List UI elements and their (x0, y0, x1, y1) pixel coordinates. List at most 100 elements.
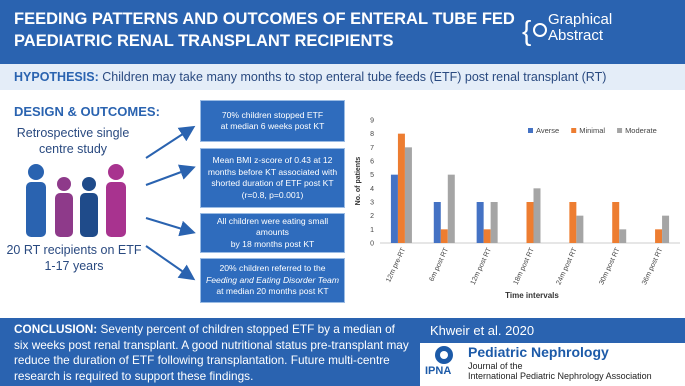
bar (655, 229, 663, 243)
outcome-box: 70% children stopped ETF at median 6 week… (200, 100, 345, 142)
bar (569, 202, 577, 243)
header-band (0, 0, 685, 64)
study: Retrospective single centre study (8, 125, 138, 157)
study-line: Retrospective single (16, 126, 130, 140)
chart: No. of patients Time intervals 0 1 2 3 4 5 6 7 8… (355, 118, 680, 300)
x-axis-label: Time intervals (505, 291, 559, 300)
bar (390, 174, 398, 243)
bar (662, 215, 670, 243)
study-line: centre study (38, 142, 108, 156)
cohort: 20 RT recipients on ETF 1-17 years (4, 242, 144, 274)
people-icon (26, 164, 126, 237)
bar (612, 202, 620, 243)
outcome-line: Mean BMI z-score of 0.43 at 12 (212, 155, 333, 165)
outcome-line: (r=0.8, p=0.001) (241, 189, 304, 200)
hypothesis-text: Children may take many months to stop en… (102, 70, 607, 84)
cohort-line: 20 RT recipients on ETF (6, 243, 142, 257)
design-label: DESIGN & OUTCOMES: (14, 104, 160, 119)
conclusion: CONCLUSION: Seventy percent of children … (0, 318, 420, 386)
y-tick-label: 4 (370, 186, 374, 193)
citation: Khweir et al. 2020 (420, 318, 685, 343)
outcome-line: at median 6 weeks post KT (220, 121, 325, 131)
person (55, 177, 73, 237)
bar (576, 215, 584, 243)
y-tick-label: 1 (370, 227, 374, 234)
outcome-line: shorted duration of ETF post KT (211, 178, 334, 188)
hypothesis-label: HYPOTHESIS: (14, 70, 99, 84)
y-tick-label: 7 (370, 145, 374, 152)
journal-logo (435, 346, 453, 364)
legend-label: Moderate (625, 126, 657, 135)
arrow (145, 164, 196, 186)
y-tick-label: 5 (370, 172, 374, 179)
y-tick-label: 8 (370, 131, 374, 138)
outcome-box: All children were eating small amounts by … (200, 213, 345, 253)
title-line: FEEDING PATTERNS AND OUTCOMES OF ENTERAL… (14, 10, 515, 28)
legend-swatch (528, 128, 533, 133)
outcome-line: at median 20 months post KT (216, 286, 329, 297)
bar (397, 133, 405, 243)
bar (526, 202, 534, 243)
bar (533, 188, 541, 243)
outcome-line: by 18 months post KT (230, 238, 315, 249)
y-tick-label: 9 (370, 118, 374, 125)
arrow (145, 245, 196, 281)
y-tick-label: 0 (370, 241, 374, 248)
outcome-line: 20% children referred to the (219, 263, 326, 274)
person (80, 177, 98, 237)
y-tick-label: 6 (370, 159, 374, 166)
outcome-line: Feeding and Eating Disorder Team (206, 274, 339, 285)
title-line: PAEDIATRIC RENAL TRANSPLANT RECIPIENTS (14, 32, 394, 50)
x-tick-label: 18m post RT (513, 246, 537, 286)
title: FEEDING PATTERNS AND OUTCOMES OF ENTERAL… (14, 8, 515, 52)
arrow (145, 217, 196, 237)
journal-name: Pediatric Nephrology (468, 344, 609, 360)
logo-circle (533, 23, 547, 37)
arrows (145, 125, 196, 281)
journal-subtitle: Journal of the International Pediatric N… (468, 361, 652, 381)
journal-acronym: IPNA (425, 365, 452, 377)
bar (476, 202, 484, 243)
conclusion-label: CONCLUSION: (14, 322, 98, 336)
x-tick-label: 30m post RT (598, 246, 622, 286)
outcome-box: Mean BMI z-score of 0.43 at 12 months bef… (200, 148, 345, 208)
arrow (145, 125, 196, 159)
logo-icon: { (522, 15, 547, 46)
y-axis-label: No. of patients (355, 157, 362, 206)
logo: Graphical Abstract (548, 12, 612, 44)
x-tick-label: 12m post RT (470, 246, 494, 286)
logo-text: Abstract (548, 27, 604, 44)
outcome-line: All children were eating small (216, 215, 329, 226)
bar (404, 147, 412, 243)
x-tick-label: 36m post RT (641, 246, 665, 286)
legend-swatch (571, 128, 577, 133)
conclusion-text: Seventy percent of children stopped ETF … (14, 322, 409, 383)
y-tick-label: 3 (370, 200, 374, 207)
x-tick-label: 6m post RT (429, 246, 451, 282)
legend-label: Averse (536, 126, 559, 135)
journal-subtitle-line: Journal of the (468, 361, 523, 371)
x-tick-label: 24m post RT (555, 246, 579, 286)
outcome-line: amounts (256, 227, 289, 238)
logo-text: Graphical (548, 11, 613, 28)
hypothesis: HYPOTHESIS: Children may take many month… (0, 64, 685, 90)
legend-label: Minimal (579, 126, 605, 135)
bar (619, 229, 627, 243)
person (106, 164, 126, 237)
y-tick-label: 2 (370, 213, 374, 220)
bar (483, 229, 491, 243)
outcome-line: months before KT associated with (207, 166, 338, 177)
bar (433, 202, 441, 243)
person (26, 164, 46, 237)
bar (490, 202, 498, 243)
journal-subtitle-line: International Pediatric Nephrology Assoc… (468, 371, 652, 381)
bar (447, 174, 455, 243)
outcome-box: 20% children referred to the Feeding and … (200, 258, 345, 303)
logo-brace: { (522, 15, 531, 46)
outcome-line: 70% children stopped ETF (221, 109, 324, 120)
cohort-line: 1-17 years (44, 259, 104, 273)
bar (440, 229, 448, 243)
x-tick-label: 12m pre-RT (385, 246, 407, 283)
legend-swatch (617, 128, 623, 133)
